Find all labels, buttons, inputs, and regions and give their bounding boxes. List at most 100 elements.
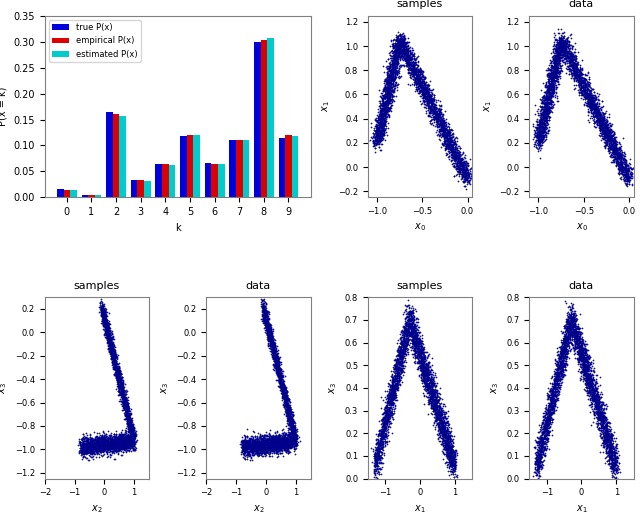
Point [101, 433, 111, 442]
Point [607, 458, 618, 466]
Point [611, 153, 621, 161]
Point [601, 437, 611, 445]
Point [287, 431, 298, 440]
Point [431, 104, 441, 112]
Point [260, 438, 270, 446]
Point [374, 143, 384, 151]
Point [552, 48, 563, 56]
Point [285, 412, 295, 420]
Point [614, 148, 625, 157]
Point [593, 393, 603, 401]
Point [574, 347, 584, 356]
Point [273, 356, 284, 365]
Point [387, 390, 397, 398]
Point [124, 434, 134, 442]
Point [441, 126, 451, 135]
Point [378, 439, 388, 448]
Point [402, 50, 412, 58]
Point [389, 42, 399, 50]
Point [536, 447, 546, 456]
Point [388, 388, 398, 396]
Point [244, 444, 255, 453]
Point [607, 157, 618, 166]
Point [399, 346, 409, 355]
Point [375, 436, 385, 444]
Point [585, 91, 595, 99]
Point [598, 411, 609, 419]
Point [117, 390, 127, 399]
Point [122, 419, 132, 428]
Point [548, 392, 558, 400]
Point [558, 344, 568, 352]
Point [389, 393, 399, 401]
Point [401, 55, 412, 64]
Point [124, 414, 134, 423]
Point [285, 405, 296, 413]
Point [275, 431, 285, 440]
Point [596, 113, 606, 121]
Point [610, 145, 620, 153]
Point [552, 362, 563, 370]
Point [124, 437, 134, 446]
Point [118, 438, 128, 447]
Point [440, 134, 450, 143]
Point [598, 437, 609, 446]
Point [567, 316, 577, 325]
Point [118, 437, 129, 446]
Point [120, 411, 131, 420]
Point [588, 388, 598, 396]
Point [101, 324, 111, 332]
Point [104, 326, 115, 334]
Point [589, 118, 600, 127]
Point [395, 56, 405, 64]
Point [401, 350, 411, 359]
Point [126, 421, 136, 429]
Point [118, 399, 129, 407]
Point [108, 443, 118, 451]
Point [280, 392, 290, 401]
Point [265, 337, 275, 345]
Point [397, 368, 407, 376]
Point [559, 323, 570, 332]
Point [97, 304, 107, 312]
Point [371, 457, 381, 466]
Point [416, 337, 426, 346]
Point [398, 360, 408, 369]
Point [100, 319, 111, 327]
Point [576, 349, 586, 357]
Point [436, 123, 446, 132]
Point [544, 412, 554, 421]
Point [447, 141, 457, 149]
Point [287, 417, 297, 426]
Point [109, 430, 119, 439]
Point [383, 89, 394, 97]
Point [113, 369, 124, 378]
Point [372, 448, 383, 457]
Point [442, 458, 452, 466]
Point [607, 450, 618, 458]
Point [426, 382, 436, 390]
Point [378, 131, 388, 139]
Point [392, 37, 403, 46]
Point [122, 410, 132, 419]
Point [238, 443, 248, 452]
Point [602, 427, 612, 436]
Point [545, 402, 556, 410]
Point [396, 53, 406, 61]
Point [443, 128, 453, 137]
Point [376, 429, 386, 437]
Point [597, 424, 607, 432]
Point [540, 93, 550, 102]
Point [398, 341, 408, 349]
Point [417, 82, 427, 90]
Point [83, 448, 93, 456]
Point [457, 166, 467, 175]
Point [559, 37, 570, 46]
Point [426, 99, 436, 107]
Point [108, 350, 118, 359]
Point [267, 346, 277, 354]
Point [114, 444, 124, 452]
Point [598, 124, 608, 133]
Point [572, 59, 582, 67]
Point [109, 440, 120, 448]
